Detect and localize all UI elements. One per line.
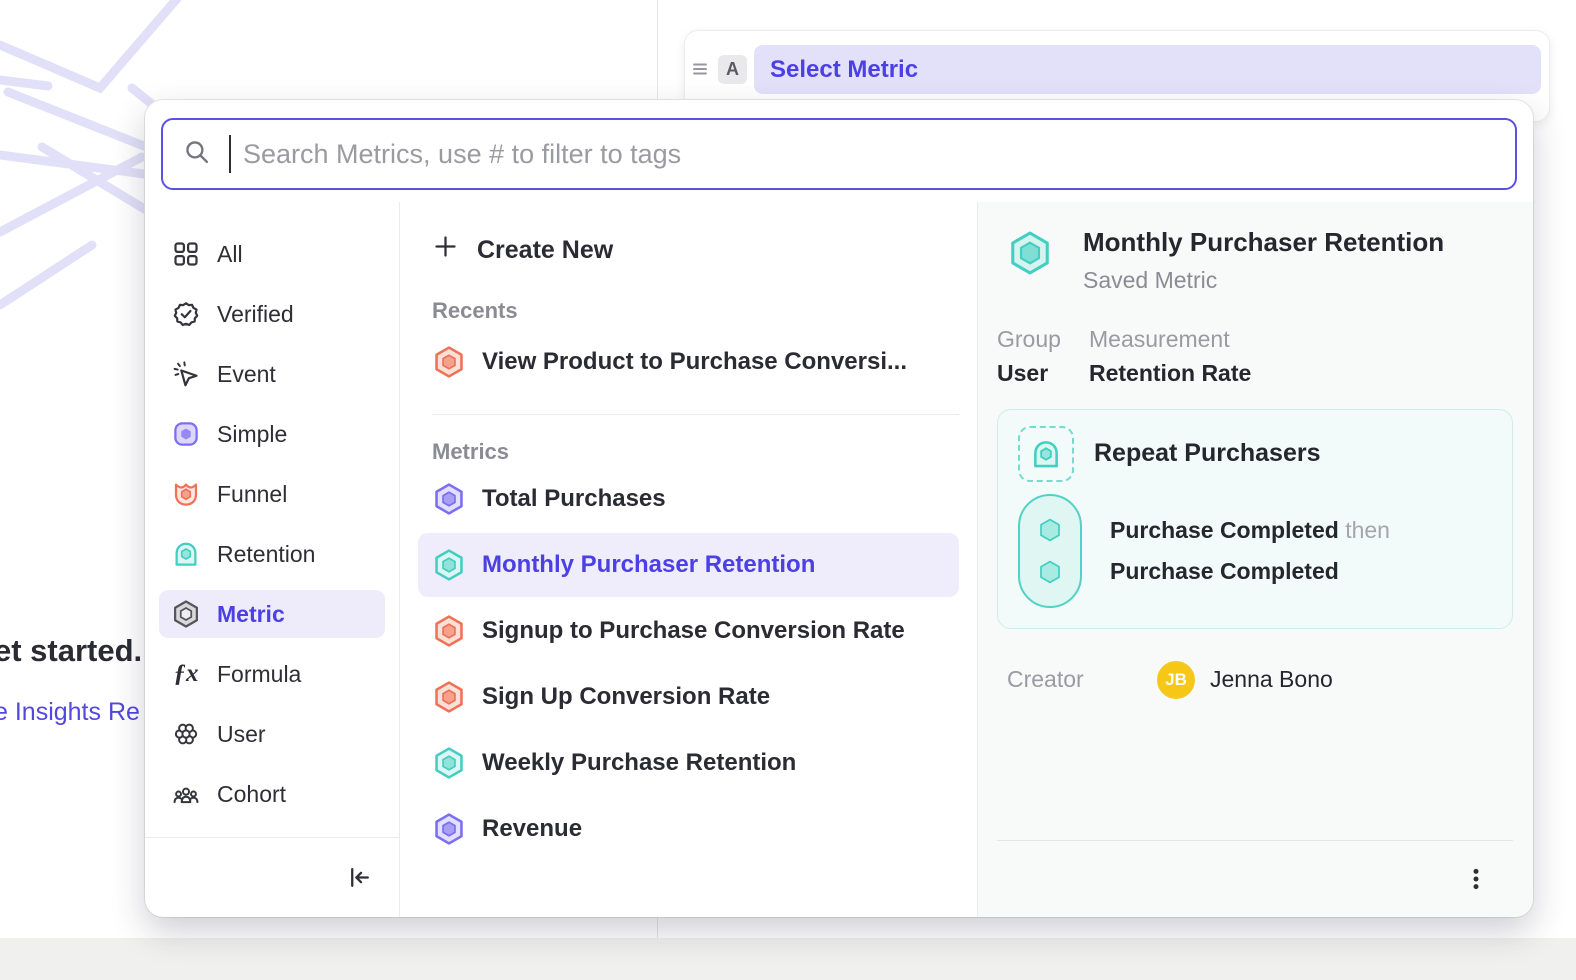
sidebar-item-label: Event [217, 361, 276, 388]
metric-detail-panel: Monthly Purchaser Retention Saved Metric… [978, 202, 1533, 917]
metric-hexagon-icon [171, 599, 201, 629]
metric-item-revenue[interactable]: Revenue [418, 797, 959, 861]
simple-metric-icon [171, 419, 201, 449]
background-heading-fragment: et started. [0, 633, 142, 669]
sidebar-item-formula[interactable]: ƒx Formula [159, 650, 385, 698]
metric-picker-modal: All Verified Event [145, 100, 1533, 917]
step-event: Purchase Completed [1110, 558, 1339, 584]
sidebar-item-label: Simple [217, 421, 287, 448]
step-event: Purchase Completed [1110, 517, 1339, 543]
search-input[interactable] [243, 139, 1495, 170]
metric-item-label: Monthly Purchaser Retention [482, 551, 815, 579]
measurement-value: Retention Rate [1089, 360, 1251, 387]
list-section-divider [432, 414, 959, 415]
grid-icon [171, 239, 201, 269]
sidebar-item-label: User [217, 721, 266, 748]
simple-hexagon-icon [432, 812, 466, 846]
metric-item-monthly-purchaser-retention[interactable]: Monthly Purchaser Retention [418, 533, 959, 597]
metric-definition-card: Repeat Purchasers Purchase Completed [997, 409, 1513, 629]
funnel-metric-icon [171, 479, 201, 509]
metric-item-label: Signup to Purchase Conversion Rate [482, 617, 905, 645]
saved-metric-hexagon-icon [1007, 230, 1053, 276]
simple-hexagon-icon [432, 482, 466, 516]
recent-metric-item[interactable]: View Product to Purchase Conversi... [418, 330, 959, 394]
select-metric-label: Select Metric [770, 56, 918, 84]
sidebar-item-verified[interactable]: Verified [159, 290, 385, 338]
plus-icon [432, 233, 459, 267]
drag-handle-icon[interactable] [689, 45, 711, 93]
group-label: Group [997, 326, 1063, 353]
sidebar-item-label: Formula [217, 661, 301, 688]
sidebar-item-label: Cohort [217, 781, 286, 808]
filter-sidebar: All Verified Event [145, 202, 400, 917]
create-new-button[interactable]: Create New [418, 224, 959, 276]
user-cluster-icon [171, 719, 201, 749]
metric-item-label: Revenue [482, 815, 582, 843]
metrics-header: Metrics [418, 439, 959, 465]
detail-footer [997, 840, 1513, 917]
sidebar-item-label: All [217, 241, 243, 268]
metric-item-signup-to-purchase-conversion-rate[interactable]: Signup to Purchase Conversion Rate [418, 599, 959, 663]
sidebar-item-event[interactable]: Event [159, 350, 385, 398]
search-bar [161, 118, 1517, 190]
more-options-button[interactable] [1463, 866, 1489, 892]
recent-metric-label: View Product to Purchase Conversi... [482, 348, 907, 376]
retention-metric-icon [171, 539, 201, 569]
metric-list-column: Create New Recents View Product to Purch… [400, 202, 978, 917]
select-metric-button[interactable]: Select Metric [754, 45, 1541, 94]
page-bottom-strip [0, 938, 1576, 980]
funnel-hexagon-icon [432, 680, 466, 714]
funnel-hexagon-icon [432, 614, 466, 648]
definition-name: Repeat Purchasers [1094, 439, 1321, 468]
sidebar-item-simple[interactable]: Simple [159, 410, 385, 458]
metric-item-total-purchases[interactable]: Total Purchases [418, 467, 959, 531]
event-hexagon-icon [1037, 559, 1063, 585]
sidebar-item-user[interactable]: User [159, 710, 385, 758]
sidebar-item-label: Verified [217, 301, 294, 328]
sidebar-item-metric[interactable]: Metric [159, 590, 385, 638]
detail-title: Monthly Purchaser Retention [1083, 228, 1444, 258]
background-insights-link-fragment[interactable]: e Insights Re [0, 698, 140, 727]
recents-header: Recents [418, 298, 959, 324]
metric-item-label: Total Purchases [482, 485, 666, 513]
sidebar-item-retention[interactable]: Retention [159, 530, 385, 578]
series-letter-badge[interactable]: A [718, 55, 747, 84]
cohort-people-icon [171, 779, 201, 809]
creator-label: Creator [1007, 666, 1157, 693]
metric-item-sign-up-conversion-rate[interactable]: Sign Up Conversion Rate [418, 665, 959, 729]
event-sequence-pill [1018, 494, 1082, 608]
collapse-sidebar-button[interactable] [346, 864, 373, 891]
sidebar-item-funnel[interactable]: Funnel [159, 470, 385, 518]
detail-subtitle: Saved Metric [1083, 267, 1444, 294]
sidebar-item-label: Metric [217, 601, 285, 628]
retention-hexagon-icon [432, 548, 466, 582]
creator-avatar: JB [1157, 661, 1195, 699]
retention-definition-icon [1018, 426, 1074, 482]
text-caret [229, 135, 231, 173]
sidebar-item-label: Retention [217, 541, 315, 568]
creator-name: Jenna Bono [1210, 666, 1333, 693]
group-value: User [997, 360, 1063, 387]
create-new-label: Create New [477, 236, 613, 265]
creator-row: Creator JB Jenna Bono [1007, 661, 1513, 699]
metric-item-label: Sign Up Conversion Rate [482, 683, 770, 711]
sidebar-footer [145, 837, 399, 917]
event-hexagon-icon [1037, 517, 1063, 543]
retention-hexagon-icon [432, 746, 466, 780]
metric-item-label: Weekly Purchase Retention [482, 749, 796, 777]
funnel-hexagon-icon [432, 345, 466, 379]
formula-icon: ƒx [171, 659, 201, 689]
sidebar-item-all[interactable]: All [159, 230, 385, 278]
metric-item-weekly-purchase-retention[interactable]: Weekly Purchase Retention [418, 731, 959, 795]
verified-badge-icon [171, 299, 201, 329]
event-cursor-icon [171, 359, 201, 389]
search-icon [183, 138, 211, 171]
sidebar-item-cohort[interactable]: Cohort [159, 770, 385, 818]
sidebar-item-label: Funnel [217, 481, 287, 508]
step-connector: then [1345, 517, 1390, 543]
measurement-label: Measurement [1089, 326, 1251, 353]
